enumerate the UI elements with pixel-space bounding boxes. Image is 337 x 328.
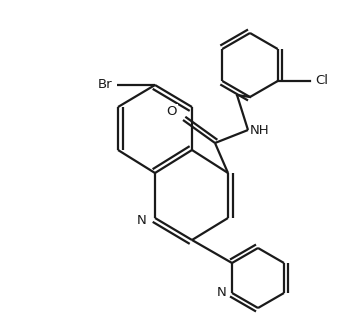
Text: Cl: Cl: [315, 74, 328, 88]
Text: O: O: [166, 105, 177, 118]
Text: N: N: [137, 214, 147, 227]
Text: N: N: [216, 286, 226, 299]
Text: Br: Br: [98, 78, 112, 92]
Text: NH: NH: [250, 124, 270, 136]
